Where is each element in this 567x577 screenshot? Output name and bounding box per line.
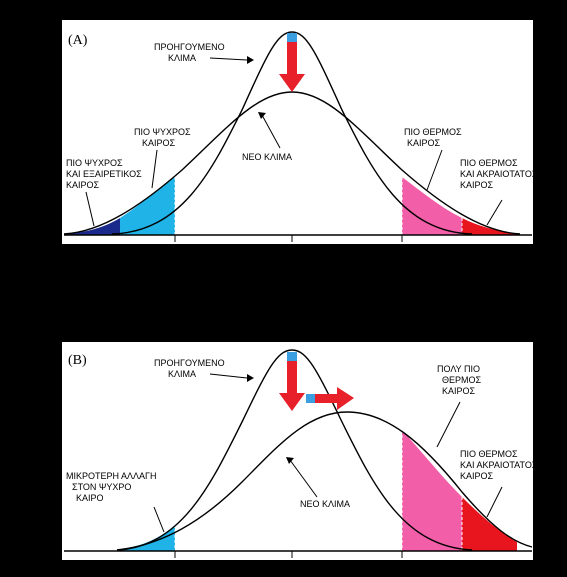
label-previous-climate-2: ΚΛΙΜΑ	[168, 369, 196, 379]
previous-climate-curve	[111, 31, 473, 235]
label-extreme-cold-2: ΚΑΙ ΕΞΑΙΡΕΤΙΚΟΣ	[66, 169, 142, 179]
hot-tail	[402, 177, 462, 235]
extreme-hot-tail	[462, 218, 520, 235]
pointer-arrowhead-icon	[247, 56, 254, 64]
down-arrow-icon	[279, 74, 305, 92]
extreme-cold-tail	[64, 218, 120, 235]
label-much-more-hot-1: ΠΟΛΥ ΠΙΟ	[437, 364, 480, 374]
tick-label-hot: ΖΕΣΤΗ	[385, 565, 415, 575]
panel-a-y-arrow-icon: Δ	[38, 100, 47, 114]
previous-climate-curve	[116, 349, 473, 551]
down-arrow-icon	[279, 393, 305, 411]
less-change-pointer	[153, 506, 165, 533]
label-extreme-cold-1: ΠΙΟ ΨΥΧΡΟΣ	[66, 158, 123, 168]
panel-a: (Α) ΠΡΟΗΓΟΥΜΕΝΟ ΚΛΙΜΑ ΝΕΟ ΚΛΙΜΑ ΠΙΟ ΨΥΧΡ…	[60, 18, 538, 246]
label-record-hot-2: ΚΑΙ ΑΚΡΑΙΟΤΑΤΟΣ	[460, 169, 538, 179]
tick-label-hot: ΖΕΣΤΗ	[385, 250, 415, 260]
panel-a-x-ticks: ΚΡΥΟ ΜΕΣΗ ΤΙΜΗ ΖΕΣΤΗ	[0, 250, 567, 264]
right-arrow-gradient	[306, 394, 316, 403]
panel-a-y-axis-label: ΠΙΘΑΝΟΤΗΤΑ ΣΥΜΒΑΝΤΟΣ	[2, 73, 14, 217]
much-more-hot-pointer	[436, 401, 461, 448]
panel-b: (Β) ΠΡΟΗΓΟΥΜΕΝΟ ΚΛΙΜΑ ΝΕΟ ΚΛΙΜΑ ΜΙΚΡΟΤΕΡ…	[60, 340, 538, 562]
panel-a-title: ΑΥΞΗΣΗ ΔΙΑΚΥΜΑΝΣΗΣ	[211, 0, 356, 14]
pointer-arrowhead-icon	[247, 374, 254, 382]
label-record-hot-1: ΠΙΟ ΘΕΡΜΟΣ	[460, 158, 518, 168]
label-more-hot-1: ΠΙΟ ΘΕΡΜΟΣ	[404, 127, 462, 137]
panel-b-tag: (Β)	[68, 353, 87, 368]
label-new-climate: ΝΕΟ ΚΛΙΜΑ	[242, 152, 292, 162]
tick-label-mean: ΜΕΣΗ ΤΙΜΗ	[265, 250, 315, 260]
tick-label-cold: ΚΡΥΟ	[160, 250, 186, 260]
more-hot-pointer	[426, 149, 443, 191]
down-arrow-shaft	[287, 361, 297, 393]
label-less-change-cold-1: ΜΙΚΡΟΤΕΡΗ ΑΛΛΑΓΗ	[66, 471, 157, 481]
more-cold-pointer	[151, 149, 158, 189]
tick-label-mean: ΜΕΣΗ ΤΙΜΗ	[265, 565, 315, 575]
pointer-arrowhead-icon	[286, 457, 294, 464]
right-arrow-icon	[337, 387, 354, 410]
arrow-gradient-top	[287, 33, 297, 43]
label-more-cold-2: ΚΑΙΡΟΣ	[142, 138, 176, 148]
label-less-change-cold-2: ΣΤΟΝ ΨΥΧΡΟ	[72, 482, 131, 492]
extreme-hot-tail	[462, 497, 517, 551]
pointer-arrowhead-icon	[258, 112, 266, 119]
label-previous-climate-1: ΠΡΟΗΓΟΥΜΕΝΟ	[154, 42, 225, 52]
label-record-hot-1: ΠΙΟ ΘΕΡΜΟΣ	[460, 449, 518, 459]
cold-tail	[117, 525, 175, 551]
label-previous-climate-1: ΠΡΟΗΓΟΥΜΕΝΟ	[154, 358, 225, 368]
previous-climate-pointer	[209, 373, 248, 379]
new-climate-pointer	[289, 459, 318, 498]
label-new-climate: ΝΕΟ ΚΛΙΜΑ	[300, 499, 350, 509]
label-less-change-cold-3: ΚΑΙΡΟ	[76, 493, 104, 503]
new-climate-curve	[116, 411, 533, 551]
label-more-cold-1: ΠΙΟ ΨΥΧΡΟΣ	[134, 127, 191, 137]
new-climate-pointer	[261, 114, 281, 149]
label-record-hot-3: ΚΑΙΡΟΣ	[460, 471, 494, 481]
panel-b-y-axis-label: ΠΙΘΑΝΟΤΗΤΑ ΣΥΜΒΑΝΤΟΣ	[2, 378, 14, 522]
label-more-hot-2: ΚΑΙΡΟΣ	[407, 138, 441, 148]
arrow-gradient-top	[287, 352, 297, 362]
label-much-more-hot-3: ΚΑΙΡΟΣ	[442, 386, 476, 396]
extreme-cold-pointer	[85, 191, 95, 227]
previous-climate-pointer	[209, 57, 248, 61]
label-previous-climate-2: ΚΛΙΜΑ	[168, 53, 196, 63]
record-hot-pointer	[486, 199, 503, 226]
panel-b-y-arrow-icon: Δ	[38, 425, 47, 439]
panel-b-x-ticks: ΚΡΥΟ ΜΕΣΗ ΤΙΜΗ ΖΕΣΤΗ	[0, 565, 567, 577]
label-record-hot-2: ΚΑΙ ΑΚΡΑΙΟΤΑΤΟΣ	[460, 460, 538, 470]
record-hot-pointer	[486, 486, 503, 518]
tick-label-cold: ΚΡΥΟ	[160, 565, 186, 575]
down-arrow-shaft	[287, 42, 297, 74]
panel-a-tag: (Α)	[68, 33, 88, 48]
label-much-more-hot-2: ΘΕΡΜΟΣ	[442, 375, 482, 385]
label-extreme-cold-3: ΚΑΙΡΟΣ	[66, 180, 100, 190]
right-arrow-shaft	[315, 394, 337, 403]
hot-tail	[402, 430, 462, 551]
label-record-hot-3: ΚΑΙΡΟΣ	[460, 180, 494, 190]
panel-b-title: ΑΥΞΗΣΗ ΔΙΑΚΥΜΑΝΣΗΣ & ΜΕΣΗΣ ΤΙΜΗΣ	[161, 322, 406, 336]
